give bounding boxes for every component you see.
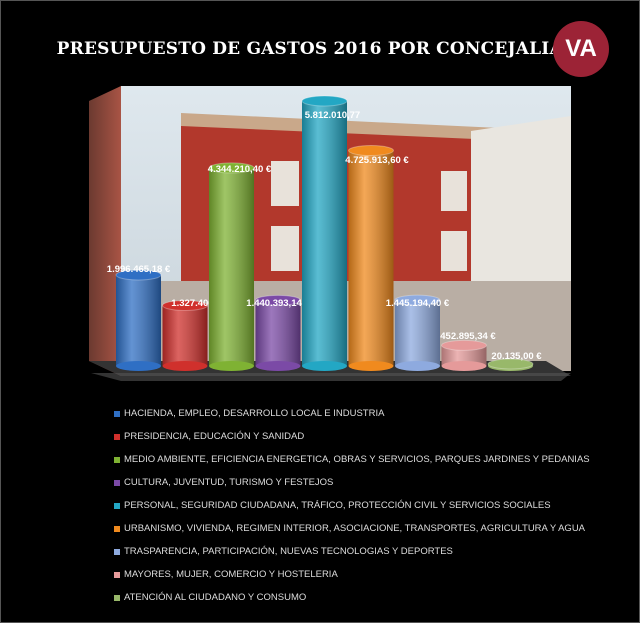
legend-swatch xyxy=(114,594,120,601)
bar-shading xyxy=(441,345,487,366)
bar-base xyxy=(255,361,301,371)
bar-base xyxy=(116,361,161,371)
data-label: 20.135,00 € xyxy=(491,351,542,362)
legend-item: HACIENDA, EMPLEO, DESARROLLO LOCAL E IND… xyxy=(114,402,590,425)
legend-swatch xyxy=(114,502,120,509)
bar-top xyxy=(162,299,208,311)
legend-swatch xyxy=(114,571,120,578)
legend-item: URBANISMO, VIVIENDA, REGIMEN INTERIOR, A… xyxy=(114,517,590,540)
bar-shading xyxy=(395,300,440,366)
legend-label: PERSONAL, SEGURIDAD CIUDADANA, TRÁFICO, … xyxy=(124,500,551,511)
legend-item: MAYORES, MUJER, COMERCIO Y HOSTELERIA xyxy=(114,563,590,586)
bar-4 xyxy=(301,95,348,371)
bar-shading xyxy=(162,305,208,366)
bar-7 xyxy=(441,339,487,371)
legend-label: PRESIDENCIA, EDUCACIÓN Y SANIDAD xyxy=(124,431,305,442)
data-label: 5.812.010,77 xyxy=(305,110,360,121)
bar-3 xyxy=(255,294,301,371)
bar-2 xyxy=(208,162,255,371)
bar-1 xyxy=(162,299,208,371)
legend-swatch xyxy=(114,525,120,532)
legend-item: PERSONAL, SEGURIDAD CIUDADANA, TRÁFICO, … xyxy=(114,494,590,517)
bar-top xyxy=(301,95,348,107)
bar-5 xyxy=(348,145,394,371)
legend-item: MEDIO AMBIENTE, EFICIENCIA ENERGETICA, O… xyxy=(114,448,590,471)
legend-label: CULTURA, JUVENTUD, TURISMO Y FESTEJOS xyxy=(124,477,334,488)
bar-base xyxy=(162,361,208,371)
data-label: 1.996.465,18 € xyxy=(107,264,171,275)
bar-base xyxy=(395,361,440,371)
bar-top xyxy=(487,358,534,370)
legend-item: CULTURA, JUVENTUD, TURISMO Y FESTEJOS xyxy=(114,471,590,494)
legend-swatch xyxy=(114,548,120,555)
legend-label: MEDIO AMBIENTE, EFICIENCIA ENERGETICA, O… xyxy=(124,454,590,465)
bar-shading xyxy=(348,150,394,366)
legend-item: PRESIDENCIA, EDUCACIÓN Y SANIDAD xyxy=(114,425,590,448)
data-label: 452.895,34 € xyxy=(440,331,496,342)
bar-base xyxy=(348,361,394,371)
bar-top xyxy=(208,162,255,174)
legend-label: ATENCIÓN AL CIUDADANO Y CONSUMO xyxy=(124,592,307,603)
bar-8 xyxy=(487,358,534,371)
bar-top xyxy=(255,294,301,306)
data-label: 1.327.406,89 € xyxy=(171,298,235,309)
bar-top xyxy=(394,294,441,306)
logo: VA xyxy=(553,21,609,77)
legend-label: HACIENDA, EMPLEO, DESARROLLO LOCAL E IND… xyxy=(124,408,385,419)
bar-base xyxy=(209,361,254,371)
legend: HACIENDA, EMPLEO, DESARROLLO LOCAL E IND… xyxy=(114,402,590,609)
legend-item: ATENCIÓN AL CIUDADANO Y CONSUMO xyxy=(114,586,590,609)
data-label: 1.445.194,40 € xyxy=(386,298,450,309)
chart-title: PRESUPUESTO DE GASTOS 2016 POR CONCEJALI… xyxy=(56,39,576,59)
legend-label: URBANISMO, VIVIENDA, REGIMEN INTERIOR, A… xyxy=(124,523,586,534)
bar-shading xyxy=(255,300,301,366)
legend-label: MAYORES, MUJER, COMERCIO Y HOSTELERIA xyxy=(124,569,338,580)
legend-swatch xyxy=(114,433,120,440)
bar-top xyxy=(441,339,487,351)
bar-top xyxy=(348,145,394,157)
bar-top xyxy=(115,269,162,281)
legend-swatch xyxy=(114,456,120,463)
legend-label: TRASPARENCIA, PARTICIPACIÓN, NUEVAS TECN… xyxy=(124,546,453,557)
legend-swatch xyxy=(114,479,120,486)
bar-0 xyxy=(115,269,162,371)
data-label: 4.344.210,40 € xyxy=(208,164,272,175)
bar-base xyxy=(302,361,347,371)
data-label: 4.725.913,60 € xyxy=(345,155,409,166)
bar-shading xyxy=(209,167,254,366)
legend-swatch xyxy=(114,410,120,417)
bar-base xyxy=(441,361,487,371)
bar-shading xyxy=(302,101,347,366)
bar-shading xyxy=(116,274,161,366)
legend-item: TRASPARENCIA, PARTICIPACIÓN, NUEVAS TECN… xyxy=(114,540,590,563)
bar-6 xyxy=(394,294,441,371)
data-label: 1.440.393,14 € xyxy=(246,298,310,309)
